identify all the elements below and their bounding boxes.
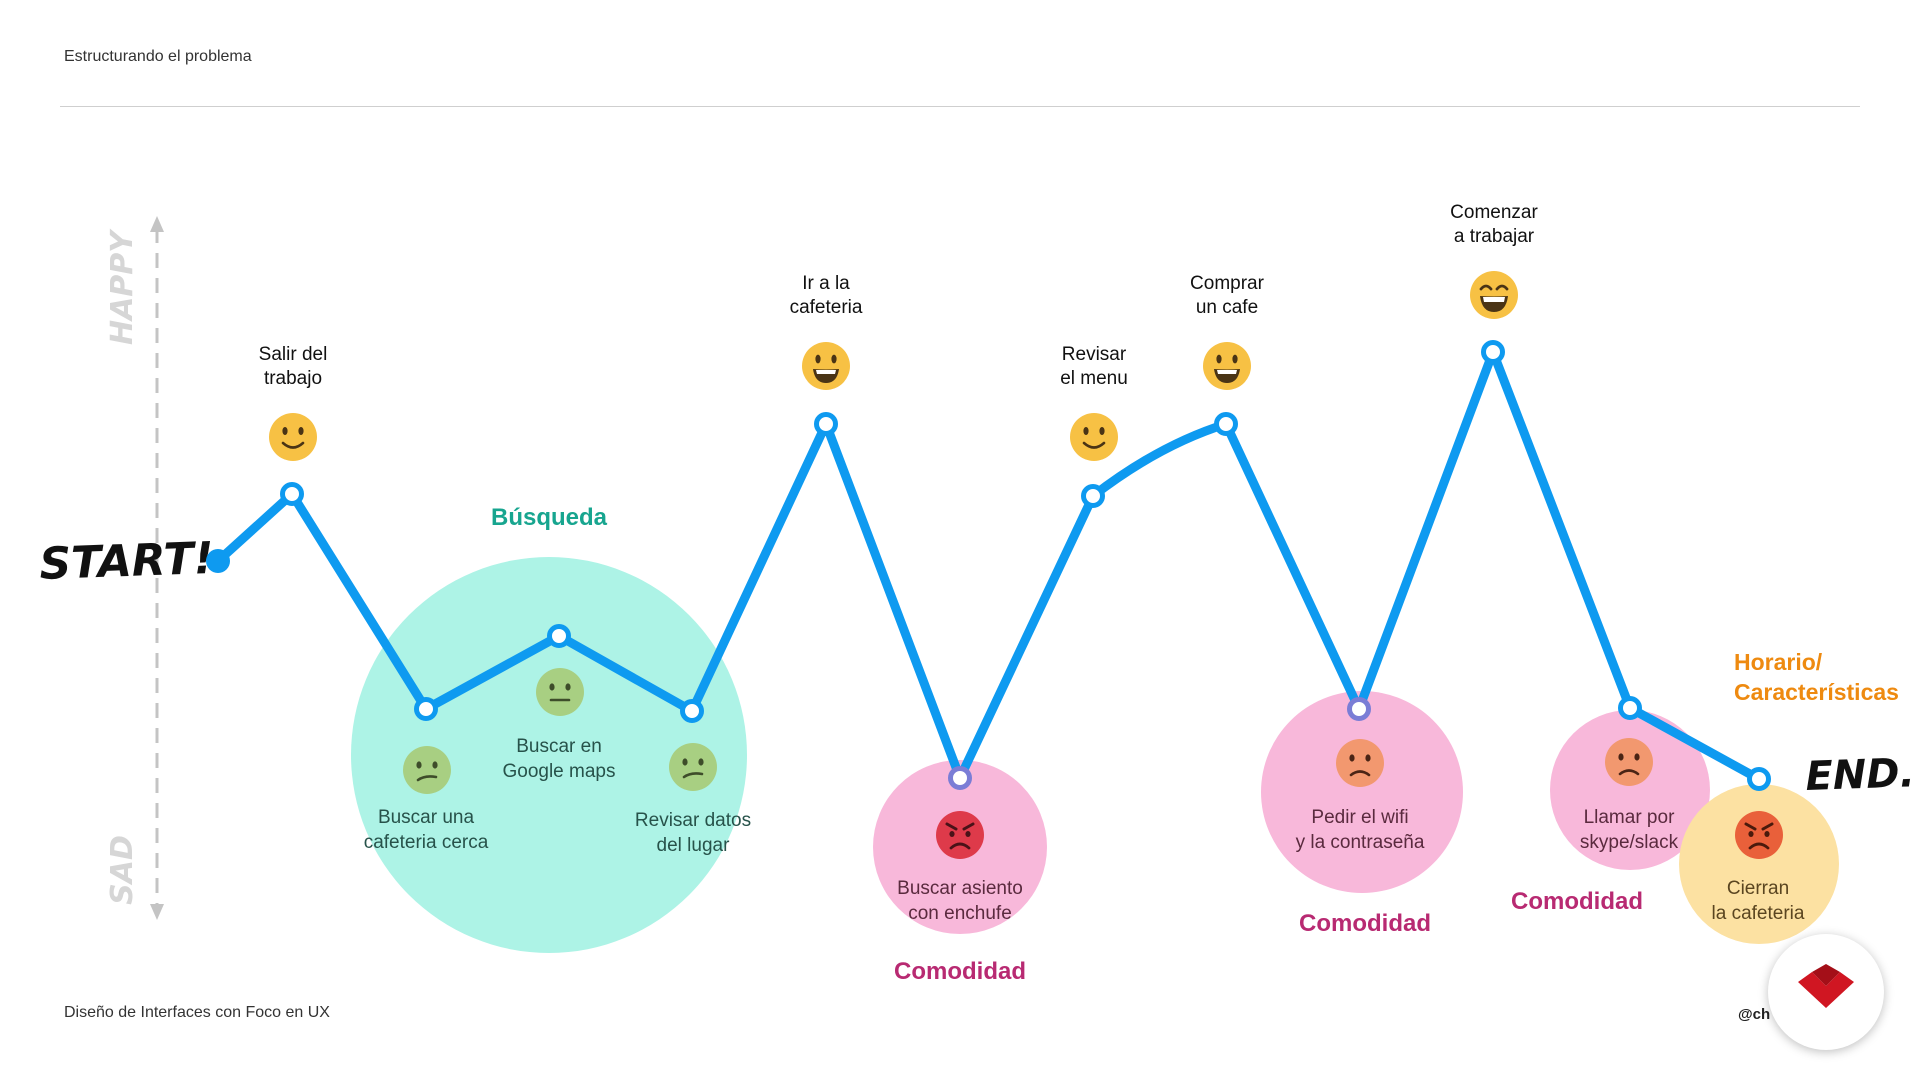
step-label-llamar-line2: skype/slack (1580, 832, 1679, 853)
step-label-trabajar-line1: Comenzar (1450, 202, 1538, 223)
happy-axis-label: HAPPY (105, 228, 140, 345)
frowning-face-icon (1336, 739, 1384, 787)
header-divider (60, 106, 1860, 107)
brand-logo-badge[interactable] (1768, 934, 1884, 1050)
step-label-wifi-line2: y la contraseña (1296, 832, 1425, 853)
step-point-ir-cafeteria (814, 412, 838, 436)
slide-header-title: Estructurando el problema (64, 48, 252, 65)
step-label-menu-line1: Revisar (1062, 344, 1127, 365)
step-label-google-maps-line2: Google maps (502, 761, 615, 782)
step-point-revisar-datos (680, 699, 704, 723)
slide-footer-handle: @ch (1738, 1006, 1771, 1023)
step-label-cierran-line2: la cafeteria (1712, 903, 1805, 924)
confused-face-icon (403, 746, 451, 794)
sad-axis-label: SAD (105, 835, 140, 905)
step-point-asiento (948, 766, 972, 790)
step-label-ir-cafeteria-line1: Ir a la (802, 273, 850, 294)
step-label-cafe-line2: un cafe (1196, 297, 1258, 318)
horario-label-line2: Características (1734, 679, 1899, 705)
grinning-face-icon (1203, 342, 1251, 390)
step-label-salir-line2: trabajo (264, 368, 322, 389)
step-label-menu-line2: el menu (1060, 368, 1128, 389)
beaming-face-icon (1470, 271, 1518, 319)
angry-face-icon (1735, 811, 1783, 859)
busqueda-zone (351, 557, 747, 953)
step-point-salir (280, 482, 304, 506)
horario-zone (1679, 784, 1839, 944)
step-label-buscar-cafeteria-line2: cafeteria cerca (364, 832, 489, 853)
grinning-face-icon (802, 342, 850, 390)
step-label-asiento-line2: con enchufe (908, 903, 1012, 924)
slightly-smiling-face-icon (1070, 413, 1118, 461)
confused-face-icon (669, 743, 717, 791)
comodidad-zone-2 (1261, 691, 1463, 893)
comodidad-label-2: Comodidad (1299, 910, 1431, 937)
slide-footer-course-title: Diseño de Interfaces con Foco en UX (64, 1004, 330, 1021)
comodidad-label-1: Comodidad (894, 958, 1026, 985)
step-point-google-maps (547, 624, 571, 648)
step-label-salir-line1: Salir del (259, 344, 328, 365)
step-label-trabajar-line2: a trabajar (1454, 226, 1535, 247)
angry-face-icon (936, 811, 984, 859)
mood-axis-down-arrow (150, 904, 164, 920)
start-point (206, 549, 230, 573)
slightly-smiling-face-icon (269, 413, 317, 461)
mood-axis-up-arrow (150, 216, 164, 232)
brand-logo-icon (1798, 964, 1854, 1008)
step-label-asiento-line1: Buscar asiento (897, 878, 1023, 899)
start-marker-label: START! (39, 533, 215, 590)
step-point-cafe (1214, 412, 1238, 436)
step-label-revisar-datos-line1: Revisar datos (635, 810, 751, 831)
step-label-llamar-line1: Llamar por (1584, 807, 1675, 828)
step-label-buscar-cafeteria-line1: Buscar una (378, 807, 475, 828)
step-label-wifi-line1: Pedir el wifi (1311, 807, 1408, 828)
frowning-face-icon (1605, 738, 1653, 786)
step-point-cierran (1747, 767, 1771, 791)
step-label-revisar-datos-line2: del lugar (657, 835, 731, 856)
step-label-google-maps-line1: Buscar en (516, 736, 602, 757)
comodidad-zone-3 (1550, 710, 1710, 870)
step-point-buscar-cafeteria (414, 697, 438, 721)
step-point-wifi (1347, 697, 1371, 721)
step-label-ir-cafeteria-line2: cafeteria (790, 297, 863, 318)
neutral-face-icon (536, 668, 584, 716)
end-marker-label: END. (1805, 750, 1916, 800)
horario-label-line1: Horario/ (1734, 649, 1823, 675)
step-point-llamar (1618, 696, 1642, 720)
comodidad-label-3: Comodidad (1511, 888, 1643, 915)
step-label-cierran-line1: Cierran (1727, 878, 1789, 899)
step-point-menu (1081, 484, 1105, 508)
step-label-cafe-line1: Comprar (1190, 273, 1265, 294)
busqueda-label: Búsqueda (491, 504, 608, 531)
step-point-trabajar (1481, 340, 1505, 364)
